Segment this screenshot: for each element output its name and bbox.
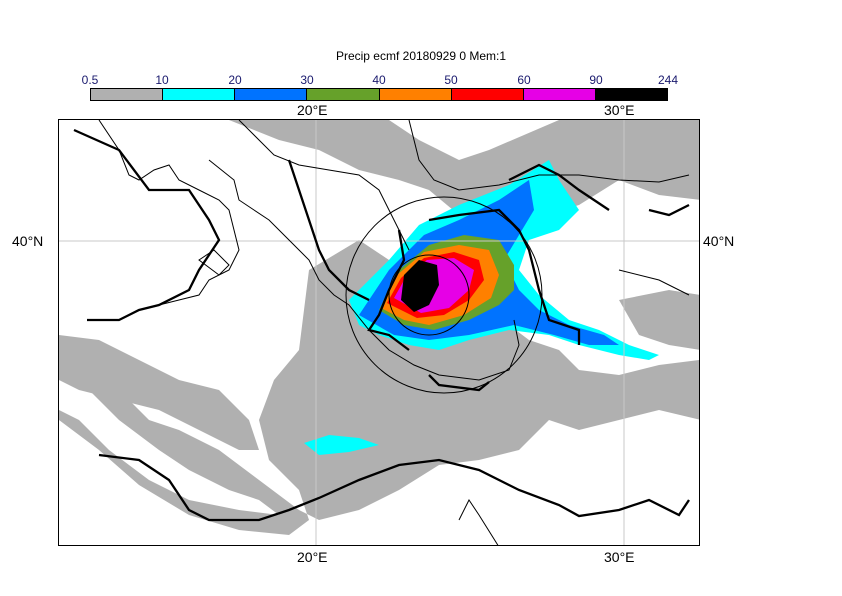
colorbar-label: 60 — [517, 73, 531, 87]
colorbar-swatch — [451, 89, 524, 100]
graticule — [59, 120, 699, 545]
boundary-line — [367, 229, 410, 351]
lon-label-bottom: 20°E — [297, 549, 328, 565]
coastline — [618, 269, 690, 296]
lat-label-left: 40°N — [12, 233, 44, 249]
precip-region — [229, 120, 699, 230]
coastline — [208, 159, 520, 381]
boundary-line — [648, 203, 690, 217]
boundary-line — [428, 374, 490, 392]
colorbar-swatch — [307, 89, 380, 100]
colorbar-label: 50 — [444, 73, 458, 87]
coastline — [408, 120, 690, 191]
coastline — [98, 120, 240, 306]
boundary-line — [98, 453, 690, 522]
boundary-line — [73, 128, 221, 322]
colorbar-swatch — [379, 89, 452, 100]
map-plot-area[interactable] — [58, 119, 700, 546]
map-title: Precip ecmf 20180929 0 Mem:1 — [335, 49, 507, 63]
precip-region — [619, 290, 699, 350]
lon-label-bottom: 30°E — [604, 549, 635, 565]
lon-label-top: 30°E — [604, 102, 635, 118]
boundary-line — [287, 159, 370, 302]
colorbar-label: 244 — [657, 73, 679, 87]
colorbar-label: 90 — [589, 73, 603, 87]
precip-map — [59, 120, 699, 545]
precip-region — [59, 335, 259, 450]
precip-region — [304, 435, 379, 455]
colorbar-label: 20 — [228, 73, 242, 87]
coastline — [458, 499, 499, 545]
colorbar-swatch — [523, 89, 596, 100]
colorbar-label: 30 — [300, 73, 314, 87]
contour-circles — [345, 196, 543, 394]
contour-circle — [345, 196, 543, 394]
precip-region — [401, 260, 439, 312]
contour-circle — [388, 254, 470, 336]
lon-label-top: 20°E — [297, 102, 328, 118]
precip-region — [59, 240, 699, 535]
colorbar-label: 10 — [155, 73, 169, 87]
boundary-line — [508, 163, 610, 211]
colorbar-label: 40 — [372, 73, 386, 87]
boundaries — [73, 128, 690, 522]
lat-label-right: 40°N — [703, 233, 735, 249]
precip-black-regions — [401, 260, 439, 312]
precip-light-regions — [59, 120, 699, 535]
colorbar-swatch — [91, 89, 164, 100]
colorbar-swatch — [595, 89, 667, 100]
colorbar-swatch — [163, 89, 236, 100]
colorbar-label: 0.5 — [81, 73, 99, 87]
coastline — [238, 120, 410, 251]
colorbar — [90, 88, 668, 101]
colorbar-swatch — [235, 89, 308, 100]
boundary-line — [428, 208, 581, 345]
